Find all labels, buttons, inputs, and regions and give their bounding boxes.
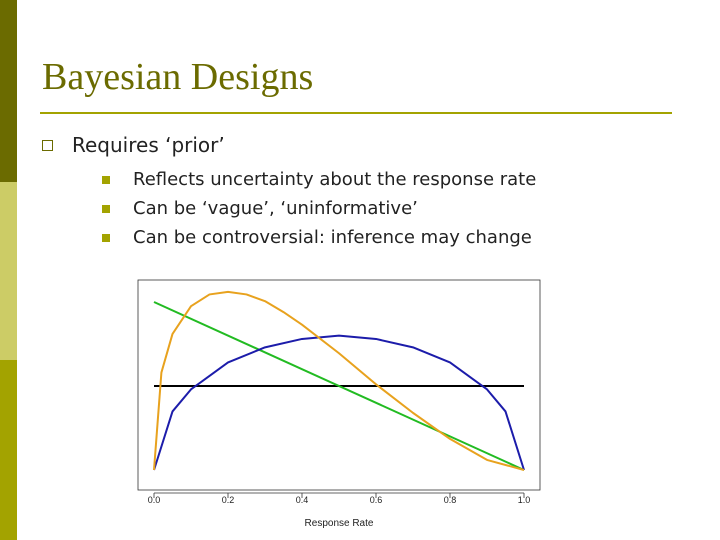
- series-layer: [153, 290, 525, 471]
- prior-density-chart: 0.0 0.2 0.4 0.6 0.8 1.0 Response Rate: [137, 279, 541, 529]
- subbullet-item: Reflects uncertainty about the response …: [102, 165, 536, 194]
- x-tick-label: 0.0: [148, 495, 161, 505]
- x-tick-label: 1.0: [518, 495, 531, 505]
- side-accent-middle: [0, 182, 17, 360]
- filled-square-bullet-icon: [102, 205, 110, 213]
- hollow-square-bullet-icon: [42, 140, 53, 151]
- subbullet-item: Can be controversial: inference may chan…: [102, 223, 536, 252]
- x-axis-title: Response Rate: [305, 518, 374, 529]
- side-accent-top: [0, 0, 17, 182]
- subbullet-text: Can be controversial: inference may chan…: [133, 227, 532, 248]
- bullet-item: Requires ‘prior’ Reflects uncertainty ab…: [42, 131, 536, 252]
- bullet-text: Requires ‘prior’: [72, 133, 225, 157]
- series-line-1: [153, 301, 525, 471]
- x-tick-label: 0.4: [296, 495, 309, 505]
- side-accent-bottom: [0, 360, 17, 540]
- x-tick-label: 0.8: [444, 495, 457, 505]
- series-line-3: [153, 290, 525, 471]
- x-tick-label: 0.2: [222, 495, 235, 505]
- filled-square-bullet-icon: [102, 234, 110, 242]
- slide-title: Bayesian Designs: [42, 56, 314, 98]
- subbullet-text: Reflects uncertainty about the response …: [133, 169, 537, 190]
- subbullet-item: Can be ‘vague’, ‘uninformative’: [102, 194, 536, 223]
- title-underline: [40, 112, 672, 114]
- x-tick-label: 0.6: [370, 495, 383, 505]
- tick-layer: 0.0 0.2 0.4 0.6 0.8 1.0: [148, 493, 531, 505]
- series-line-2: [153, 334, 525, 471]
- subbullet-text: Can be ‘vague’, ‘uninformative’: [133, 198, 418, 219]
- subbullet-list: Reflects uncertainty about the response …: [72, 165, 536, 252]
- bullet-list: Requires ‘prior’ Reflects uncertainty ab…: [42, 131, 536, 252]
- filled-square-bullet-icon: [102, 176, 110, 184]
